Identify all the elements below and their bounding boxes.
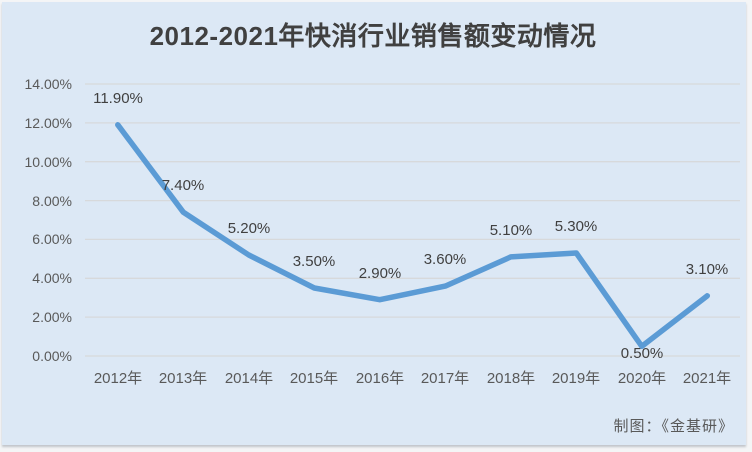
x-axis-tick-label: 2012年 (93, 370, 143, 387)
x-axis-tick-label: 2020年 (617, 370, 667, 387)
sales-change-line-series (115, 122, 711, 350)
data-point-label: 3.10% (685, 261, 729, 278)
y-axis-tick-label: 10.00% (24, 154, 72, 170)
y-axis-tick-label: 8.00% (32, 193, 72, 209)
y-axis-tick-label: 12.00% (24, 115, 72, 131)
y-axis-tick-label: 2.00% (32, 309, 72, 325)
data-point-label: 0.50% (620, 345, 664, 362)
x-axis-tick-label: 2016年 (355, 370, 405, 387)
data-point-label: 5.30% (554, 218, 598, 235)
data-point-label: 5.10% (489, 222, 533, 239)
y-axis-tick-label: 4.00% (32, 270, 72, 286)
x-axis-tick-label: 2013年 (158, 370, 208, 387)
data-point-label: 3.60% (423, 251, 467, 268)
chart-credit: 制图：《金基研》 (613, 418, 734, 435)
chart-title: 2012-2021年快消行业销售额变动情况 (149, 21, 597, 51)
data-point-label: 2.90% (358, 265, 402, 282)
chart-panel-background (2, 2, 746, 445)
y-axis-tick-label: 14.00% (24, 76, 72, 92)
y-axis-tick-label: 0.00% (32, 348, 72, 364)
x-axis-tick-label: 2014年 (224, 370, 274, 387)
data-point-label: 7.40% (161, 177, 205, 194)
x-axis-tick-label: 2015年 (289, 370, 339, 387)
x-axis-tick-label: 2018年 (486, 370, 536, 387)
data-point-label: 3.50% (292, 253, 336, 270)
x-axis-tick-label: 2019年 (551, 370, 601, 387)
data-point-label: 5.20% (227, 220, 271, 237)
y-axis-tick-label: 6.00% (32, 231, 72, 247)
x-axis-tick-label: 2021年 (682, 370, 732, 387)
x-axis-tick-label: 2017年 (420, 370, 470, 387)
data-point-label: 11.90% (93, 90, 143, 107)
